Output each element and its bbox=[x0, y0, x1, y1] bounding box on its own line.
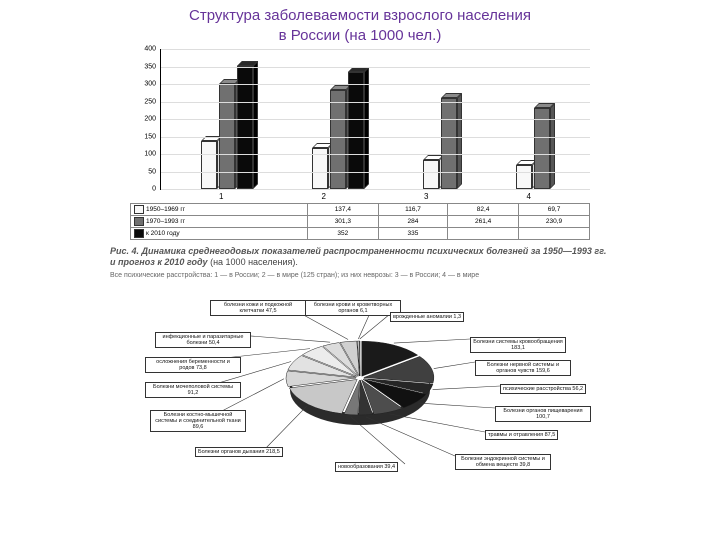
pie-leader bbox=[366, 417, 455, 456]
caption-lead: Рис. 4. Динамика среднегодовых показател… bbox=[110, 246, 606, 267]
bar bbox=[516, 165, 532, 189]
bar-chart: 0 50 100 150 200 250 300 350 400 1 2 3 4 bbox=[130, 49, 590, 201]
table-row: к 2010 году352335 bbox=[131, 228, 590, 240]
pie-callout: Болезни системы кровообращения 183,1 bbox=[470, 337, 566, 353]
bar bbox=[330, 90, 346, 189]
table-row: 1970–1993 гг301,3284261,4230,9 bbox=[131, 216, 590, 228]
caption-paren: (на 1000 населения). bbox=[210, 257, 298, 267]
pie-callout: Болезни эндокринной системы и обмена вещ… bbox=[455, 454, 551, 470]
y-tick-label: 100 bbox=[144, 151, 156, 158]
gridline bbox=[161, 189, 590, 190]
pie-leader bbox=[418, 403, 495, 408]
x-tick-label: 3 bbox=[424, 192, 428, 201]
pie-leader bbox=[265, 406, 307, 449]
table-cell: 230,9 bbox=[519, 216, 590, 228]
pie-callout: психические расстройства 56,2 bbox=[500, 384, 586, 394]
x-tick-label: 2 bbox=[322, 192, 326, 201]
bar-x-labels: 1 2 3 4 bbox=[160, 190, 590, 201]
pie-callout: травмы и отравления 87,5 bbox=[485, 430, 558, 440]
pie-leader bbox=[434, 362, 475, 369]
pie-leader bbox=[394, 339, 470, 343]
pie-callout: Болезни органов пищеварения 100,7 bbox=[495, 406, 591, 422]
legend-cell: 1950–1969 гг bbox=[131, 204, 308, 216]
pie-callout: болезни крови и кроветворных органов 6,1 bbox=[305, 300, 401, 316]
table-row: 1950–1969 гг137,4116,782,469,7 bbox=[131, 204, 590, 216]
bar-data-table: 1950–1969 гг137,4116,782,469,71970–1993 … bbox=[130, 203, 590, 240]
table-cell: 137,4 bbox=[307, 204, 378, 216]
pie-callout: осложнения беременности и родов 73,8 bbox=[145, 357, 241, 373]
y-tick-label: 150 bbox=[144, 133, 156, 140]
bar-group bbox=[516, 108, 550, 189]
gridline bbox=[161, 154, 590, 155]
gridline bbox=[161, 119, 590, 120]
gridline bbox=[161, 137, 590, 138]
gridline bbox=[161, 172, 590, 173]
table-cell: 69,7 bbox=[519, 204, 590, 216]
gridline bbox=[161, 49, 590, 50]
bar-data-table-body: 1950–1969 гг137,4116,782,469,71970–1993 … bbox=[131, 204, 590, 240]
bar bbox=[441, 98, 457, 189]
gridline bbox=[161, 67, 590, 68]
x-tick-label: 1 bbox=[219, 192, 223, 201]
table-cell bbox=[519, 228, 590, 240]
legend-cell: 1970–1993 гг bbox=[131, 216, 308, 228]
pie-chart: Болезни системы кровообращения 183,1 Боле… bbox=[110, 282, 610, 482]
y-tick-label: 400 bbox=[144, 46, 156, 53]
pie-callout: инфекционные и паразитарные болезни 50,4 bbox=[155, 332, 251, 348]
y-tick-label: 50 bbox=[148, 168, 156, 175]
y-tick-label: 350 bbox=[144, 63, 156, 70]
pie-callout: новообразования 39,4 bbox=[335, 462, 398, 472]
bar bbox=[534, 108, 550, 189]
y-tick-label: 200 bbox=[144, 116, 156, 123]
legend-swatch bbox=[134, 229, 144, 238]
x-tick-label: 4 bbox=[527, 192, 531, 201]
y-tick-label: 0 bbox=[152, 186, 156, 193]
page-title: Структура заболеваемости взрослого насел… bbox=[0, 6, 720, 45]
gridline bbox=[161, 102, 590, 103]
pie-callout: врожденные аномалии 1,3 bbox=[390, 312, 464, 322]
legend-swatch bbox=[134, 217, 144, 226]
y-tick-label: 300 bbox=[144, 81, 156, 88]
bar-y-axis: 050100150200250300350400 bbox=[130, 49, 158, 189]
title-line-2: в России (на 1000 чел.) bbox=[279, 27, 442, 44]
pie-callout: Болезни органов дыхания 218,5 bbox=[195, 447, 283, 457]
table-cell: 301,3 bbox=[307, 216, 378, 228]
table-cell bbox=[448, 228, 519, 240]
pie-leader bbox=[433, 386, 500, 390]
y-tick-label: 250 bbox=[144, 98, 156, 105]
bar-plot-area bbox=[160, 49, 590, 190]
legend-cell: к 2010 году bbox=[131, 228, 308, 240]
table-cell: 335 bbox=[378, 228, 447, 240]
bar bbox=[201, 141, 217, 189]
table-cell: 82,4 bbox=[448, 204, 519, 216]
table-cell: 116,7 bbox=[378, 204, 447, 216]
table-cell: 261,4 bbox=[448, 216, 519, 228]
table-cell: 352 bbox=[307, 228, 378, 240]
figure-caption: Рис. 4. Динамика среднегодовых показател… bbox=[110, 246, 610, 280]
bar-group bbox=[423, 98, 457, 189]
pie-leader bbox=[390, 414, 485, 432]
bar bbox=[423, 160, 439, 189]
pie-callout: болезни кожи и подкожной клетчатки 47,5 bbox=[210, 300, 306, 316]
legend-swatch bbox=[134, 205, 144, 214]
title-line-1: Структура заболеваемости взрослого насел… bbox=[189, 7, 531, 24]
pie-callout: Болезни нервной системы и органов чувств… bbox=[475, 360, 571, 376]
table-cell: 284 bbox=[378, 216, 447, 228]
pie-callout: Болезни костно-мышечной системы и соедин… bbox=[150, 410, 246, 432]
gridline bbox=[161, 84, 590, 85]
pie-callout: Болезни мочеполовой системы 91,2 bbox=[145, 382, 241, 398]
